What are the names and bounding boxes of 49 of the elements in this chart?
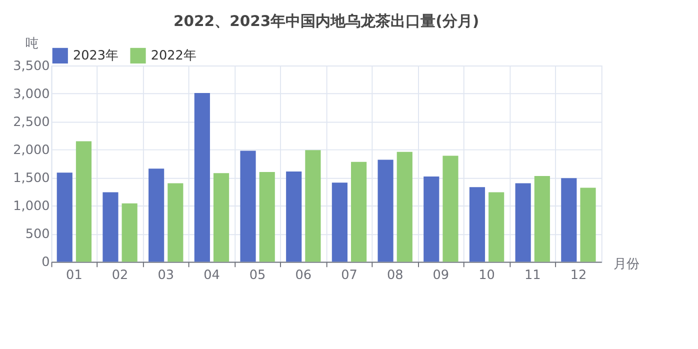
bar [332, 182, 348, 262]
bar [515, 183, 531, 262]
y-tick-label: 2,000 [13, 143, 50, 158]
bar [76, 141, 92, 262]
bar [424, 176, 440, 262]
chart-title: 2022、2023年中国内地乌龙茶出口量(分月) [173, 13, 480, 30]
x-tick-label: 05 [249, 268, 266, 283]
y-tick-label: 1,000 [13, 199, 50, 214]
x-axis-title: 月份 [613, 257, 640, 272]
x-tick-label: 03 [158, 268, 174, 283]
x-tick-label: 06 [295, 268, 312, 283]
bar [378, 160, 394, 262]
legend-label: 2022年 [150, 48, 196, 64]
x-tick-label: 12 [570, 268, 587, 283]
bar [168, 183, 184, 262]
bar [561, 178, 577, 262]
bar [259, 172, 275, 262]
bar [442, 156, 458, 262]
x-tick-label: 01 [66, 268, 82, 283]
y-tick-label: 3,000 [13, 86, 50, 102]
bar [56, 172, 72, 262]
x-tick-label: 02 [112, 268, 128, 283]
y-tick-label: 500 [25, 227, 50, 242]
x-tick-label: 09 [432, 268, 450, 283]
bar [305, 150, 321, 262]
y-tick-label: 3,500 [13, 58, 50, 74]
x-tick-label: 04 [204, 268, 220, 283]
bar [240, 150, 256, 262]
bar [534, 176, 550, 262]
x-tick-label: 11 [524, 268, 541, 283]
legend-label: 2023年 [72, 48, 119, 64]
y-axis-title: 吨 [26, 36, 39, 52]
y-tick-label: 0 [42, 255, 50, 270]
bar [488, 192, 504, 262]
bar [122, 203, 138, 262]
y-tick-label: 1,500 [13, 171, 50, 186]
bar [396, 152, 412, 262]
bar [351, 162, 367, 262]
bar [580, 188, 596, 262]
bar [194, 92, 210, 262]
bar [213, 173, 230, 262]
x-tick-label: 07 [341, 268, 358, 283]
bar [469, 187, 486, 262]
bar [148, 168, 164, 262]
x-tick-label: 10 [478, 268, 495, 283]
x-tick-label: 08 [386, 268, 404, 283]
bar [102, 192, 118, 262]
bar [286, 171, 302, 262]
y-tick-label: 2,500 [13, 115, 50, 130]
